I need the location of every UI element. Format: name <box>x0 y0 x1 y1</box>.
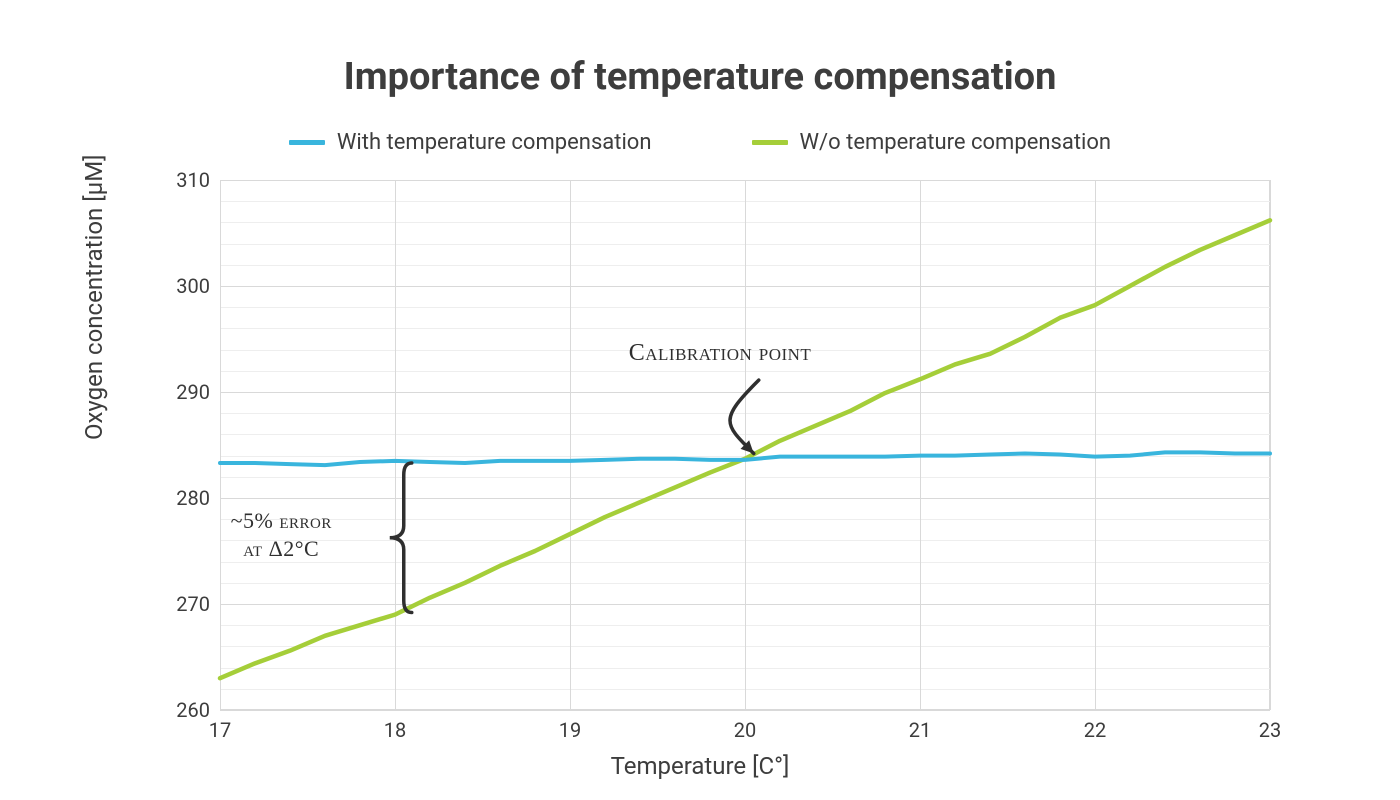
x-tick-label: 23 <box>1259 710 1281 742</box>
y-tick-label: 310 <box>160 168 220 192</box>
chart-svg <box>220 180 1270 710</box>
x-tick-label: 21 <box>909 710 931 742</box>
y-tick-label: 270 <box>160 592 220 616</box>
x-axis-label: Temperature [C°] <box>0 752 1400 780</box>
x-tick-label: 20 <box>734 710 756 742</box>
legend-item-with-comp: With temperature compensation <box>289 130 652 155</box>
calibration-arrow <box>730 380 759 453</box>
legend-label: With temperature compensation <box>337 130 652 155</box>
series-with_comp <box>220 452 1270 465</box>
x-tick-label: 22 <box>1084 710 1106 742</box>
error-brace <box>390 463 412 612</box>
error-label: ~5% errorat Δ2°C <box>211 507 351 562</box>
error-label-line1: ~5% error <box>211 507 351 535</box>
x-tick-label: 18 <box>384 710 406 742</box>
legend-swatch <box>289 140 325 145</box>
x-tick-label: 19 <box>559 710 581 742</box>
y-tick-label: 290 <box>160 380 220 404</box>
plot-area: 26027028029030031017181920212223Calibrat… <box>220 180 1270 710</box>
chart-title: Importance of temperature compensation <box>0 55 1400 99</box>
legend-label: W/o temperature compensation <box>800 130 1112 155</box>
x-tick-label: 17 <box>209 710 231 742</box>
y-axis-label: Oxygen concentration [µM] <box>80 154 108 440</box>
error-label-line2: at Δ2°C <box>211 535 351 563</box>
legend-swatch <box>752 140 788 145</box>
legend-item-wo-comp: W/o temperature compensation <box>752 130 1112 155</box>
calibration-label: Calibration point <box>629 340 812 367</box>
legend: With temperature compensation W/o temper… <box>0 130 1400 155</box>
y-tick-label: 300 <box>160 274 220 298</box>
gridline-v <box>1270 180 1271 710</box>
chart-container: Importance of temperature compensation W… <box>0 0 1400 800</box>
